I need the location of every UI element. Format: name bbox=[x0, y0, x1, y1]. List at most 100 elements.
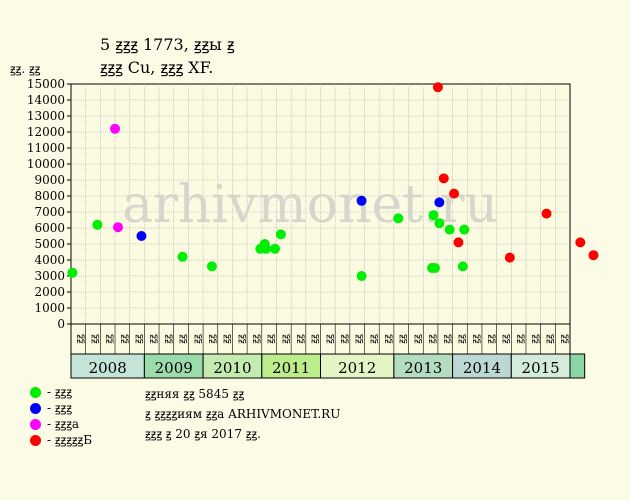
y-unit-label: ꙃꙃ. ꙃꙃ bbox=[10, 62, 41, 76]
data-point bbox=[432, 82, 443, 93]
year-label: 2010 bbox=[213, 359, 251, 377]
x-slot-label: ꙃꙃ bbox=[236, 334, 247, 344]
y-tick-label: 6000 bbox=[34, 221, 65, 235]
year-label: 2013 bbox=[404, 359, 442, 377]
data-point bbox=[444, 224, 455, 235]
y-tick-label: 12000 bbox=[27, 125, 65, 139]
x-slot-label: ꙃꙃ bbox=[206, 334, 217, 344]
x-slot-label: ꙃꙃ bbox=[250, 334, 261, 344]
data-point bbox=[275, 229, 286, 240]
data-point bbox=[261, 243, 272, 254]
y-tick-label: 10000 bbox=[27, 157, 65, 171]
legend: - ꙃꙃꙃ - ꙃꙃꙃ - ꙃꙃꙃа - ꙃꙃꙃꙃꙃБ bbox=[30, 384, 92, 448]
x-slot-label: ꙃꙃ bbox=[515, 334, 526, 344]
x-slot-label: ꙃꙃ bbox=[104, 334, 115, 344]
x-slot-label: ꙃꙃ bbox=[162, 334, 173, 344]
year-cell bbox=[510, 353, 571, 379]
x-slot-label: ꙃꙃ bbox=[118, 334, 129, 344]
legend-label: - ꙃꙃꙃꙃꙃБ bbox=[47, 433, 93, 447]
year-cell bbox=[143, 353, 204, 379]
x-slot-label: ꙃꙃ bbox=[221, 334, 232, 344]
legend-item: - ꙃꙃꙃ bbox=[30, 400, 92, 416]
x-slot-label: ꙃꙃ bbox=[339, 334, 350, 344]
year-label: 2012 bbox=[338, 359, 376, 377]
legend-marker bbox=[30, 418, 41, 430]
y-tick-label: 1000 bbox=[34, 301, 65, 315]
x-slot-label: ꙃꙃ bbox=[500, 334, 511, 344]
data-point bbox=[270, 243, 281, 254]
data-point bbox=[393, 213, 404, 224]
x-slot-label: ꙃꙃ bbox=[397, 334, 408, 344]
y-tick-label: 3000 bbox=[34, 269, 65, 283]
data-point bbox=[112, 222, 123, 233]
data-point bbox=[457, 261, 468, 272]
y-tick-label: 11000 bbox=[27, 141, 65, 155]
x-slot-label: ꙃꙃ bbox=[148, 334, 159, 344]
x-slot-label: ꙃꙃ bbox=[485, 334, 496, 344]
year-cell bbox=[393, 353, 454, 379]
data-point bbox=[356, 271, 367, 281]
y-tick-label: 7000 bbox=[34, 205, 65, 219]
data-point bbox=[206, 261, 217, 272]
x-slot-label: ꙃꙃ bbox=[529, 334, 540, 344]
y-tick-label: 9000 bbox=[34, 173, 65, 187]
x-slot-label: ꙃꙃ bbox=[471, 334, 482, 344]
x-slot-label: ꙃꙃ bbox=[412, 334, 423, 344]
y-tick-label: 4000 bbox=[34, 253, 65, 267]
legend-item: - ꙃꙃꙃа bbox=[30, 416, 92, 432]
year-cell bbox=[202, 353, 263, 379]
year-label: 2015 bbox=[522, 359, 560, 377]
data-point bbox=[459, 224, 470, 235]
y-tick-label: 14000 bbox=[27, 93, 65, 107]
legend-label: - ꙃꙃꙃ bbox=[47, 401, 72, 415]
x-slot-label: ꙃꙃ bbox=[309, 334, 320, 344]
legend-item: - ꙃꙃꙃꙃꙃБ bbox=[30, 432, 92, 448]
x-slot-label: ꙃꙃ bbox=[280, 334, 291, 344]
x-slot-label: ꙃꙃ bbox=[353, 334, 364, 344]
data-point bbox=[136, 231, 147, 241]
x-slot-label: ꙃꙃ bbox=[441, 334, 452, 344]
year-cell bbox=[452, 353, 512, 379]
year-label: 2008 bbox=[89, 359, 127, 377]
data-point bbox=[356, 195, 367, 206]
y-tick-label: 15000 bbox=[27, 77, 65, 91]
legend-marker bbox=[30, 402, 41, 414]
data-point bbox=[575, 237, 586, 248]
year-cell bbox=[261, 353, 322, 379]
chart-notes: ꙃꙃняя ꙃꙃ 5845 ꙃꙃ ꙃ ꙃꙃꙃꙃиям ꙃꙃа ARHIVMONE… bbox=[145, 384, 340, 444]
year-band: 2008 2009 2010 2011 2012 2013 2014 2015 bbox=[70, 353, 586, 379]
data-point bbox=[429, 263, 440, 273]
x-slot-label: ꙃꙃ bbox=[133, 334, 144, 344]
data-point bbox=[541, 208, 552, 219]
x-slot-label: ꙃꙃ bbox=[177, 334, 188, 344]
x-slot-labels: ꙃꙃ ꙃꙃ ꙃꙃ ꙃꙃ ꙃꙃ ꙃꙃ ꙃꙃ ꙃꙃ ꙃꙃ ꙃꙃ ꙃꙃ ꙃꙃ ꙃꙃ ꙃꙃ ꙃꙃ ꙃꙃ ꙃꙃ ꙃꙃ ꙃꙃ ꙃꙃ… bbox=[70, 323, 571, 355]
x-slot-label: ꙃꙃ bbox=[74, 334, 85, 344]
x-slot-label: ꙃꙃ bbox=[89, 334, 100, 344]
legend-marker bbox=[30, 386, 41, 398]
data-point bbox=[428, 210, 439, 221]
x-slot-label: ꙃꙃ bbox=[294, 334, 305, 344]
x-slot-label: ꙃꙃ bbox=[427, 334, 438, 344]
chart-title-line1: 5 ꙃꙃꙃ 1773, ꙃꙃы ꙃ bbox=[100, 35, 235, 54]
y-tick-label: 8000 bbox=[34, 189, 65, 203]
x-slot-label: ꙃꙃ bbox=[383, 334, 394, 344]
data-point bbox=[453, 237, 464, 248]
x-slot-label: ꙃꙃ bbox=[456, 334, 467, 344]
data-point bbox=[110, 123, 121, 134]
legend-marker bbox=[30, 434, 41, 446]
data-point bbox=[67, 267, 78, 278]
data-point bbox=[449, 188, 460, 199]
x-slot-label: ꙃꙃ bbox=[265, 334, 276, 344]
legend-label: - ꙃꙃꙃа bbox=[47, 417, 80, 431]
note-source: ꙃ ꙃꙃꙃꙃиям ꙃꙃа ARHIVMONET.RU bbox=[145, 407, 341, 421]
x-slot-label: ꙃꙃ bbox=[559, 334, 570, 344]
x-slot-label: ꙃꙃ bbox=[192, 334, 203, 344]
data-points bbox=[67, 82, 599, 281]
y-tick-label: 5000 bbox=[34, 237, 65, 251]
data-point bbox=[588, 250, 599, 261]
data-point bbox=[177, 251, 188, 262]
chart-title-line2: ꙃꙃꙃ Cu, ꙃꙃꙃ XF. bbox=[100, 58, 214, 77]
x-slot-label: ꙃꙃ bbox=[544, 334, 555, 344]
legend-label: - ꙃꙃꙃ bbox=[47, 385, 72, 399]
